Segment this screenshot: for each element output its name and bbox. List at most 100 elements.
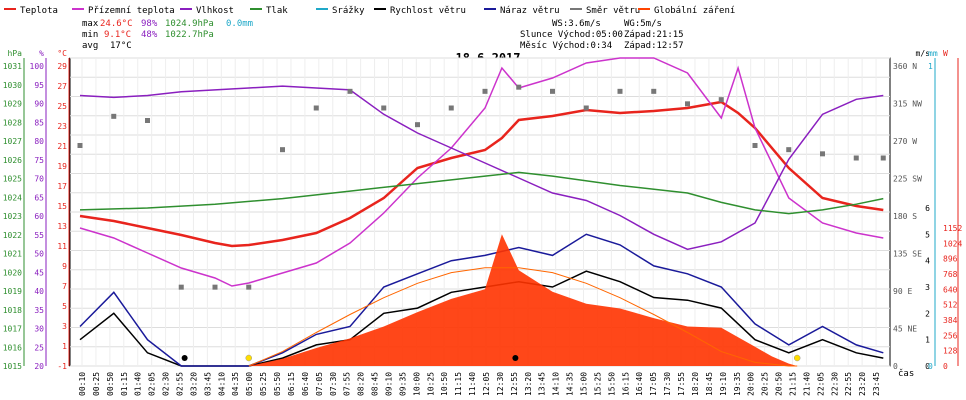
sunset-marker bbox=[793, 354, 801, 362]
x-tick-label: 19:10 bbox=[719, 372, 728, 396]
series-wind-direction-point bbox=[685, 101, 690, 107]
axis-tick-left: 45 bbox=[34, 268, 44, 277]
x-tick-label: 11:40 bbox=[468, 372, 477, 396]
x-axis: 00:10 00:25 00:50 01:15 01:40 02:05 02:30 02:55… bbox=[78, 372, 881, 396]
series-wind-direction-point bbox=[212, 284, 218, 290]
x-tick-label: 02:05 bbox=[148, 372, 157, 396]
x-tick-label: 21:15 bbox=[788, 372, 797, 396]
x-tick-label: 12:05 bbox=[482, 372, 491, 396]
axis-tick-right: 1 bbox=[925, 336, 930, 345]
axis-tick-left: 60 bbox=[34, 212, 44, 221]
series-line bbox=[79, 171, 884, 215]
axis-unit-right: mm bbox=[928, 49, 938, 58]
info-sun: Slunce Východ:05:00 bbox=[520, 30, 623, 40]
axis-tick-left: 1020 bbox=[3, 268, 22, 277]
x-tick-label: 16:15 bbox=[621, 372, 630, 396]
legend: Teplota Přízemní teplota Vlhkost Tlak Srážky… bbox=[4, 6, 735, 16]
x-tick-label: 12:30 bbox=[496, 372, 505, 396]
axis-tick-right: 256 bbox=[943, 331, 958, 340]
x-tick-label: 07:05 bbox=[315, 372, 324, 396]
axis-tick-right: 896 bbox=[943, 255, 958, 264]
x-tick-label: 05:50 bbox=[273, 372, 282, 396]
axis-tick-left: 50 bbox=[34, 250, 44, 259]
axis-tick-left: 85 bbox=[34, 118, 44, 127]
axis-tick-left: 21 bbox=[57, 142, 67, 151]
series-wind-direction-point bbox=[415, 122, 420, 128]
axis-tick-left: 75 bbox=[34, 156, 44, 165]
axis-tick-left: 23 bbox=[57, 122, 67, 131]
axis-tick-right: 1024 bbox=[943, 239, 962, 248]
moon-rise-marker bbox=[181, 355, 188, 361]
axis-tick-left: 1023 bbox=[3, 212, 22, 221]
axis-tick-right: 512 bbox=[943, 301, 958, 310]
legend-label: Směr větru bbox=[586, 6, 640, 16]
axis-tick-right: 360 N bbox=[893, 62, 917, 71]
series-wind-direction-point bbox=[550, 88, 555, 94]
axis-tick-right: 0 bbox=[925, 362, 930, 371]
axis-tick-right: 3 bbox=[925, 283, 930, 292]
axis-tick-right: 2 bbox=[925, 309, 930, 318]
axis-tick-right: 4 bbox=[925, 257, 930, 266]
axis-tick-left: 27 bbox=[57, 82, 67, 91]
info-moon: Měsíc Východ:0:34 bbox=[520, 41, 612, 51]
series-wind-direction-point bbox=[516, 84, 522, 90]
axis-tick-right: 270 W bbox=[893, 137, 917, 146]
x-axis-label: čas bbox=[898, 368, 914, 379]
x-tick-label: 17:05 bbox=[649, 372, 658, 396]
legend-label: Náraz větru bbox=[500, 6, 560, 16]
axis-tick-left: 1017 bbox=[3, 325, 22, 334]
series-wind-direction-point bbox=[880, 155, 886, 161]
x-tick-label: 08:45 bbox=[371, 372, 380, 396]
x-tick-label: 17:30 bbox=[663, 372, 672, 396]
axis-tick-left: 17 bbox=[57, 182, 67, 191]
axis-tick-left: 90 bbox=[34, 100, 44, 109]
x-tick-label: 13:45 bbox=[538, 372, 547, 396]
stat-max-press: 1024.9hPa bbox=[165, 19, 214, 29]
axis-tick-left: 1025 bbox=[3, 175, 22, 184]
axis-tick-right: 640 bbox=[943, 285, 958, 294]
x-tick-label: 14:35 bbox=[566, 372, 575, 396]
x-tick-label: 22:30 bbox=[830, 372, 839, 396]
axis-tick-left: 80 bbox=[34, 137, 44, 146]
series-wind-direction-point bbox=[280, 147, 285, 153]
series-wind-direction-point bbox=[145, 118, 150, 123]
axis-tick-left: 1018 bbox=[3, 306, 22, 315]
series-wind-direction-point bbox=[482, 88, 488, 94]
stats-panel: max 24.6°C 98% 1024.9hPa 0.0mm min 9.1°C… bbox=[82, 19, 684, 51]
x-tick-label: 22:55 bbox=[844, 372, 853, 396]
series-wind-direction-point bbox=[583, 105, 589, 111]
axis-tick-left: 1022 bbox=[3, 231, 22, 240]
series-wind-direction-point bbox=[313, 105, 319, 111]
axis-tick-right: 225 SW bbox=[893, 175, 922, 184]
axis-tick-left: 9 bbox=[62, 262, 67, 271]
legend-label: Srážky bbox=[332, 6, 365, 16]
axis-tick-right: 45 NE bbox=[893, 325, 917, 334]
axis-tick-left: 1 bbox=[62, 342, 67, 351]
axis-tick-right: 384 bbox=[943, 316, 958, 325]
series-layer bbox=[77, 57, 886, 367]
x-tick-label: 15:25 bbox=[593, 372, 602, 396]
x-tick-label: 20:25 bbox=[761, 372, 770, 396]
x-tick-label: 23:45 bbox=[872, 372, 881, 396]
x-tick-label: 09:10 bbox=[384, 372, 393, 396]
stat-max-temp: 24.6°C bbox=[100, 19, 133, 29]
axis-tick-right: 1 bbox=[928, 62, 933, 71]
moon-set-marker bbox=[512, 355, 519, 361]
stat-max-rain: 0.0mm bbox=[226, 19, 253, 29]
series-wind-direction-point bbox=[381, 105, 387, 111]
axis-tick-left: -1 bbox=[57, 362, 67, 371]
series-wind-direction-point bbox=[786, 147, 792, 153]
axis-tick-left: 1015 bbox=[3, 362, 22, 371]
x-tick-label: 01:15 bbox=[120, 372, 129, 396]
axis-unit-right: m/s bbox=[916, 49, 931, 58]
axis-tick-left: 1028 bbox=[3, 118, 22, 127]
axis-tick-left: 70 bbox=[34, 175, 44, 184]
axis-tick-right: 315 NW bbox=[893, 100, 922, 109]
x-tick-label: 06:40 bbox=[301, 372, 310, 396]
axis-tick-left: 29 bbox=[57, 62, 67, 71]
series-wind-direction-point bbox=[246, 284, 252, 290]
x-tick-label: 09:35 bbox=[398, 372, 407, 396]
stat-avg-label: avg bbox=[82, 41, 98, 51]
axis-tick-left: 20 bbox=[34, 362, 44, 371]
